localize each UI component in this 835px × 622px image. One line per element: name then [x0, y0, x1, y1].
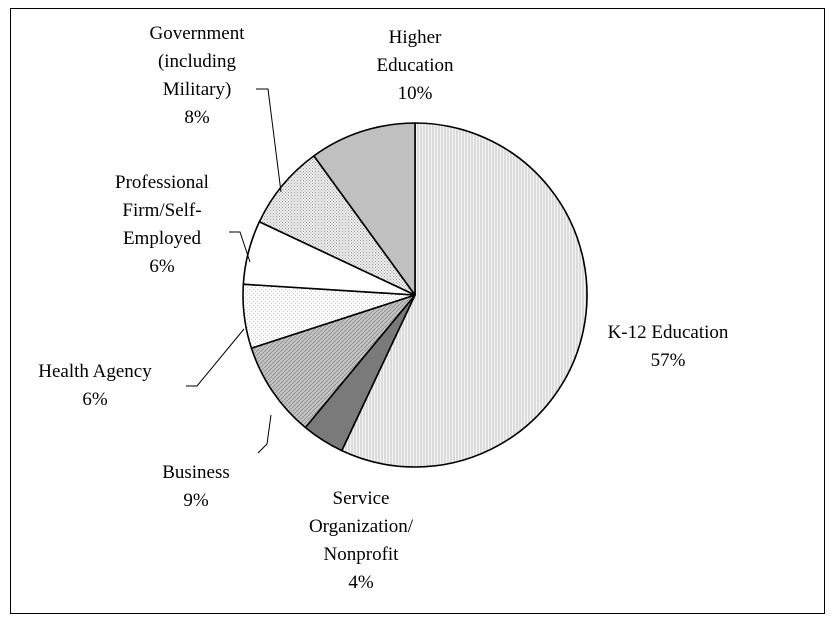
leader-line-2 [257, 414, 272, 454]
slice-label-3: Health Agency [38, 361, 152, 382]
slice-label-5: (including [158, 51, 237, 72]
slice-label-0: K-12 Education [608, 322, 729, 343]
slice-label-1: Organization/ [309, 516, 414, 537]
slice-label-6: Education [376, 55, 454, 76]
leader-line-4 [229, 231, 251, 263]
slice-value-label-4: 6% [149, 256, 175, 277]
slice-value-label-2: 9% [183, 490, 209, 511]
slice-value-label-0: 57% [651, 350, 686, 371]
pie-slice-6 [313, 122, 416, 296]
slice-label-1: Service [333, 488, 390, 509]
slice-label-5: Military) [163, 79, 232, 100]
slice-value-label-6: 10% [398, 83, 433, 104]
slice-value-label-5: 8% [184, 107, 210, 128]
slice-value-label-1: 4% [348, 572, 374, 593]
slice-label-6: Higher [389, 27, 442, 48]
slice-label-4: Firm/Self- [122, 200, 201, 221]
leader-line-5 [256, 88, 282, 193]
slice-label-4: Employed [123, 228, 202, 249]
pie-slice-2 [250, 294, 416, 429]
slice-value-label-3: 6% [82, 389, 108, 410]
leader-line-3 [186, 328, 245, 387]
slice-label-1: Nonprofit [324, 544, 400, 565]
slice-label-4: Professional [115, 172, 209, 193]
pie-slice-0 [340, 122, 588, 468]
slice-label-2: Business [162, 462, 230, 483]
slice-label-5: Government [150, 23, 246, 44]
